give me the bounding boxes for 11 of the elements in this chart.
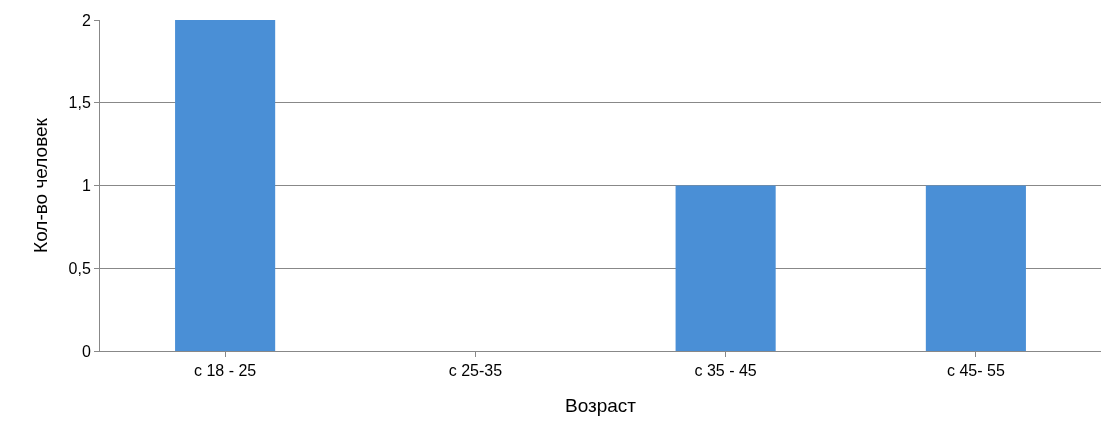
y-tick-label: 2 [81, 11, 91, 29]
x-tick-label: с 25-35 [448, 362, 503, 380]
x-axis-title: Возраст [564, 395, 637, 416]
y-axis-title: Кол-во человек [30, 117, 52, 253]
x-tick-label: с 45- 55 [946, 362, 1005, 380]
x-tick-label: с 18 - 25 [194, 362, 257, 380]
y-tick-label: 1,5 [68, 94, 91, 112]
x-tick-label: с 35 - 45 [694, 362, 757, 380]
y-tick-label: 0,5 [68, 259, 91, 277]
y-tick-label: 0 [81, 342, 91, 360]
y-tick-label: 1 [81, 177, 91, 195]
